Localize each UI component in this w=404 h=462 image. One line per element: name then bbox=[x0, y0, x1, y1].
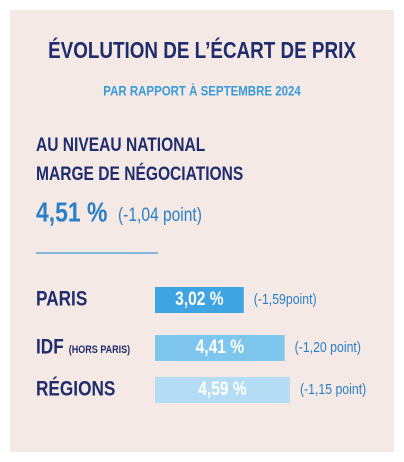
bar bbox=[155, 335, 285, 361]
annotation-group: (-1,59point) bbox=[254, 291, 317, 307]
value-label: 3,02 % bbox=[175, 288, 223, 310]
national-heading: MARGE DE NÉGOCIATIONS bbox=[36, 163, 243, 185]
annotation-group: (-1,20 point) bbox=[295, 339, 361, 355]
chart-title: ÉVOLUTION DE L’ÉCART DE PRIX bbox=[48, 38, 356, 63]
row-label: PARIS bbox=[36, 288, 87, 311]
value-label-group: 3,02 % bbox=[175, 288, 223, 310]
national-change: (-1,04 point) bbox=[118, 204, 202, 226]
value-label: 4,41 % bbox=[196, 336, 244, 358]
annotation-group: (-1,15 point) bbox=[300, 381, 366, 397]
row-label: RÉGIONS bbox=[36, 377, 116, 401]
bar bbox=[155, 287, 244, 313]
value-label: 4,59 % bbox=[198, 378, 246, 400]
bar bbox=[155, 377, 290, 403]
annotation: (-1,59point) bbox=[254, 291, 317, 307]
chart-subtitle: PAR RAPPORT À SEPTEMBRE 2024 bbox=[103, 83, 301, 99]
category-label: PARIS bbox=[36, 288, 87, 311]
row-label: IDF (HORS PARIS) bbox=[36, 336, 130, 359]
category-label: IDF bbox=[36, 336, 64, 359]
national-heading: AU NIVEAU NATIONAL bbox=[36, 134, 206, 156]
annotation: (-1,20 point) bbox=[295, 339, 361, 355]
category-note: (HORS PARIS) bbox=[69, 344, 130, 356]
national-value: 4,51 % bbox=[36, 197, 108, 228]
value-label-group: 4,41 % bbox=[196, 336, 244, 358]
category-label: RÉGIONS bbox=[36, 377, 116, 401]
value-label-group: 4,59 % bbox=[198, 378, 246, 400]
annotation: (-1,15 point) bbox=[300, 381, 366, 397]
